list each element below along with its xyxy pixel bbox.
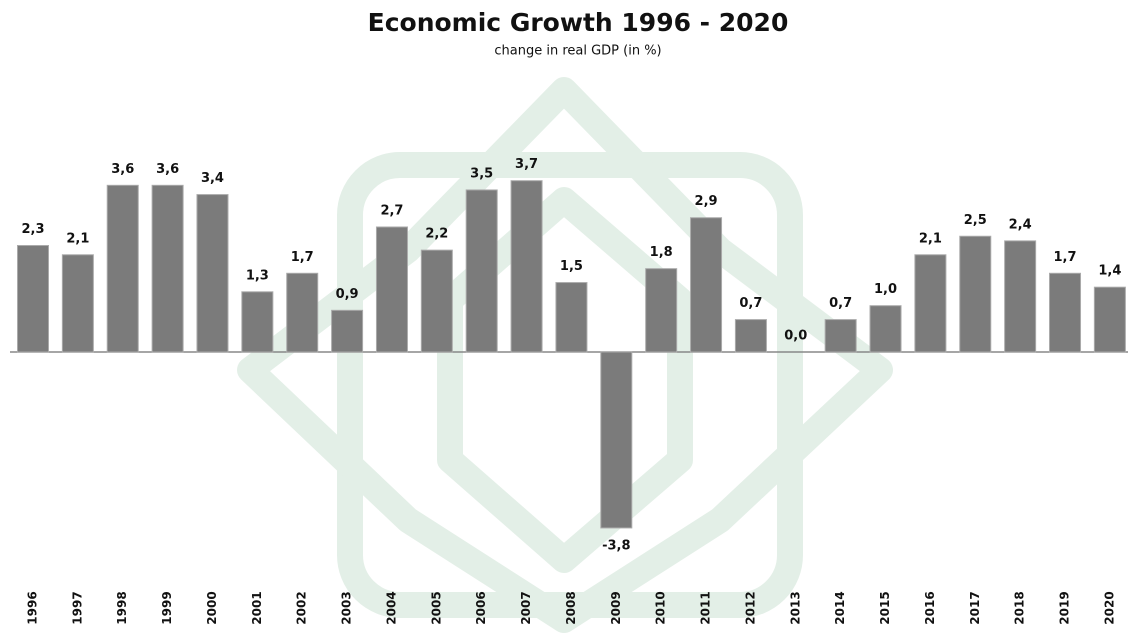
value-label: 3,5 xyxy=(470,166,493,181)
bar xyxy=(107,185,138,352)
bar xyxy=(197,195,228,352)
x-tick-label: 1996 xyxy=(26,591,40,624)
value-label: 1,8 xyxy=(650,245,673,260)
x-tick-label: 2020 xyxy=(1102,591,1116,624)
bar xyxy=(735,320,766,352)
x-tick-label: 2001 xyxy=(250,591,264,624)
value-label: 1,7 xyxy=(1053,250,1076,265)
x-tick-label: 2011 xyxy=(699,591,713,624)
x-tick-label: 2007 xyxy=(519,591,533,624)
x-tick-label: 2000 xyxy=(205,591,219,624)
bar xyxy=(511,181,542,352)
bar xyxy=(466,190,497,352)
bar xyxy=(376,227,407,352)
value-label: 2,9 xyxy=(695,194,718,209)
value-label: 3,6 xyxy=(156,162,179,177)
x-tick-label: 2005 xyxy=(429,591,443,624)
value-label: 0,7 xyxy=(739,296,762,311)
x-tick-label: 2012 xyxy=(743,591,757,624)
x-tick-label: 2015 xyxy=(878,591,892,624)
value-label: 1,4 xyxy=(1098,264,1121,279)
x-tick-label: 2019 xyxy=(1058,591,1072,624)
bar xyxy=(601,352,632,528)
bar xyxy=(421,250,452,352)
value-label: -3,8 xyxy=(602,538,630,553)
bar xyxy=(646,269,677,352)
watermark xyxy=(250,90,880,620)
x-tick-label: 2010 xyxy=(654,591,668,624)
value-label: 3,4 xyxy=(201,171,224,186)
chart-title: Economic Growth 1996 - 2020 xyxy=(368,8,789,37)
bar xyxy=(287,273,318,352)
value-label: 1,7 xyxy=(291,250,314,265)
value-label: 2,1 xyxy=(919,231,942,246)
bar xyxy=(1094,287,1125,352)
bar xyxy=(242,292,273,352)
x-tick-label: 2017 xyxy=(968,591,982,624)
value-label: 2,7 xyxy=(380,203,403,218)
bar xyxy=(332,310,363,352)
value-label: 0,9 xyxy=(336,287,359,302)
value-label: 1,3 xyxy=(246,268,269,283)
bar xyxy=(915,255,946,352)
value-label: 1,0 xyxy=(874,282,897,297)
x-tick-label: 2008 xyxy=(564,591,578,624)
x-tick-label: 2006 xyxy=(474,591,488,624)
bar xyxy=(691,218,722,352)
value-label: 3,6 xyxy=(111,162,134,177)
x-tick-label: 1997 xyxy=(70,591,84,624)
chart: Economic Growth 1996 - 2020 change in re… xyxy=(0,0,1128,633)
x-tick-label: 2009 xyxy=(609,591,623,624)
x-tick-label: 2014 xyxy=(833,591,847,624)
value-label: 3,7 xyxy=(515,157,538,172)
value-label: 0,0 xyxy=(784,329,807,344)
value-label: 2,5 xyxy=(964,213,987,228)
x-tick-label: 2013 xyxy=(788,591,802,624)
bar xyxy=(152,185,183,352)
x-tick-label: 1998 xyxy=(115,591,129,624)
bar xyxy=(960,236,991,352)
x-tick-label: 1999 xyxy=(160,591,174,624)
x-tick-label: 2002 xyxy=(295,591,309,624)
x-tick-label: 2018 xyxy=(1013,591,1027,624)
bar xyxy=(556,283,587,352)
value-label: 2,1 xyxy=(66,231,89,246)
x-tick-label: 2004 xyxy=(384,591,398,624)
x-tick-label: 2003 xyxy=(340,591,354,624)
chart-subtitle: change in real GDP (in %) xyxy=(494,44,661,59)
value-label: 2,4 xyxy=(1009,217,1032,232)
bar xyxy=(870,306,901,352)
bar xyxy=(62,255,93,352)
bar xyxy=(1050,273,1081,352)
bar xyxy=(18,246,49,352)
bar xyxy=(825,320,856,352)
value-label: 1,5 xyxy=(560,259,583,274)
bar xyxy=(1005,241,1036,352)
value-label: 0,7 xyxy=(829,296,852,311)
value-label: 2,3 xyxy=(21,222,44,237)
value-label: 2,2 xyxy=(425,227,448,242)
x-tick-label: 2016 xyxy=(923,591,937,624)
